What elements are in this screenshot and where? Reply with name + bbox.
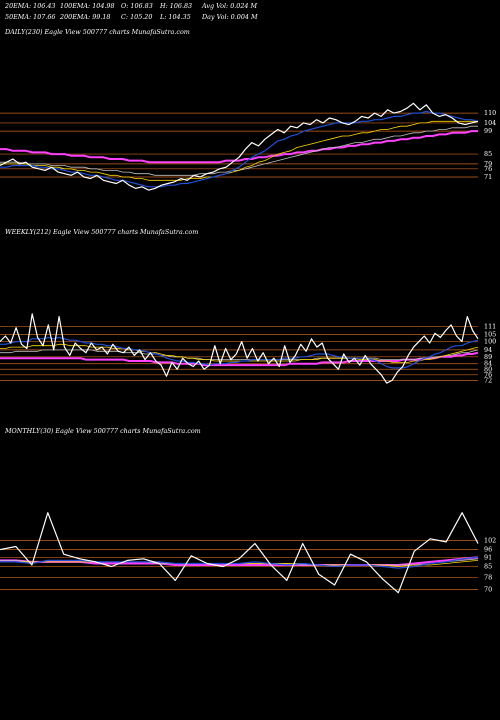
monthly-ema20-line (0, 556, 479, 569)
daily-level-label: 76 (484, 165, 492, 173)
daily-level-label: 79 (484, 160, 492, 168)
monthly-level-label: 91 (484, 553, 492, 561)
weekly-ema50-line (0, 343, 479, 363)
monthly-panel-title: MONTHLY(30) Eagle View 500777 charts Mun… (4, 427, 201, 435)
daily-ema20-line (0, 110, 479, 188)
daily-panel-title: DAILY(230) Eagle View 500777 charts Muna… (4, 28, 190, 36)
monthly-level-label: 85 (484, 563, 492, 571)
weekly-level-label: 94 (484, 346, 492, 354)
daily-level-label: 99 (484, 127, 492, 135)
daily-level-label: 104 (484, 119, 496, 127)
weekly-level-label: 84 (484, 360, 492, 368)
weekly-level-label: 76 (484, 371, 492, 379)
daily-ema100-line (0, 125, 478, 176)
header-day-vol: Day Vol: 0.004 M (201, 13, 258, 21)
header-close: C: 105.20 (121, 13, 152, 21)
header-50ema: 50EMA: 107.66 (5, 13, 56, 21)
header-high: H: 106.83 (159, 2, 192, 10)
daily-ema50-line (0, 120, 478, 181)
weekly-level-label: 100 (484, 338, 496, 346)
weekly-level-label: 80 (484, 365, 492, 373)
weekly-level-label: 89 (484, 353, 492, 361)
monthly-level-label: 102 (484, 536, 496, 544)
header-200ema: 200EMA: 99.18 (59, 13, 111, 21)
monthly-level-label: 96 (484, 546, 492, 554)
header-low: L: 104.35 (159, 13, 191, 21)
daily-ema200-line (0, 130, 478, 164)
weekly-ema200-line (0, 351, 479, 367)
daily-price-line (0, 102, 479, 191)
header-20ema: 20EMA: 106.43 (4, 2, 56, 10)
header-avg-vol: Avg Vol: 0.024 M (201, 2, 258, 10)
weekly-level-label: 72 (484, 376, 492, 384)
monthly-price-line (0, 512, 479, 594)
monthly-level-label: 78 (484, 573, 492, 581)
daily-level-label: 110 (484, 109, 496, 117)
header-open: O: 106.83 (121, 2, 153, 10)
daily-level-label: 85 (484, 150, 492, 158)
weekly-level-label: 111 (484, 322, 496, 330)
weekly-level-label: 105 (484, 331, 496, 339)
weekly-price-line (0, 313, 479, 384)
monthly-level-label: 70 (484, 586, 492, 594)
weekly-panel-title: WEEKLY(212) Eagle View 500777 charts Mun… (5, 228, 198, 236)
weekly-ema100-line (0, 349, 479, 361)
daily-level-label: 71 (484, 173, 492, 181)
weekly-ema20-line (0, 336, 479, 369)
header-100ema: 100EMA: 104.98 (60, 2, 115, 10)
